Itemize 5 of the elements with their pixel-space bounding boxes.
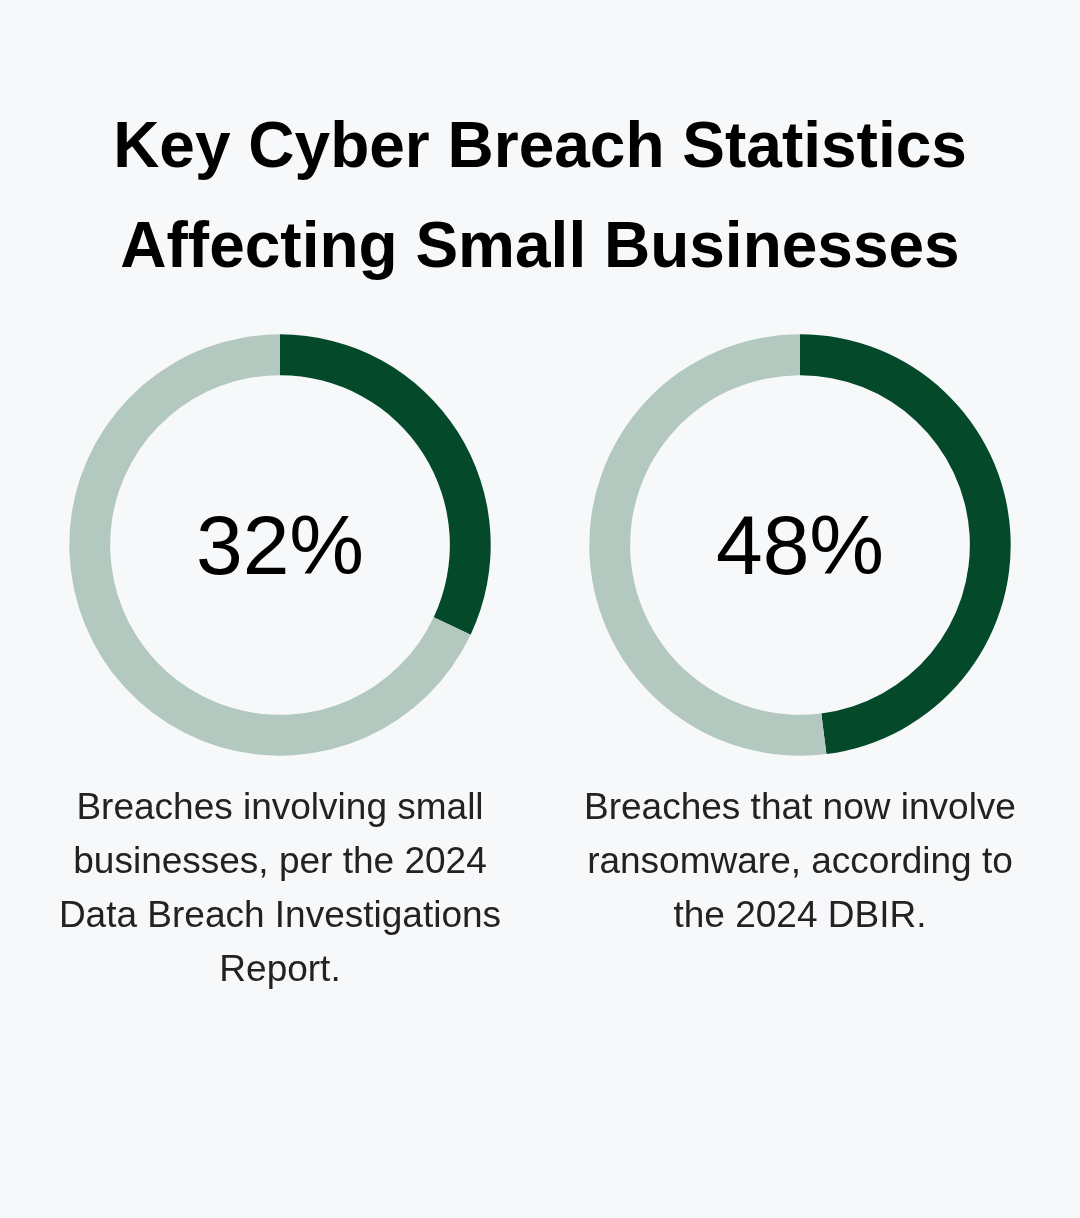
text: 48% (715, 498, 885, 592)
text: Breaches that now involve ransomware, according to the 2024 DBIR. (583, 785, 1017, 937)
chart-title: Key Cyber Breach Statistics Affecting Small Businesses (112, 108, 968, 283)
text: 32% (195, 498, 365, 592)
text: Breaches involving small businesses, per the 2024 Data Breach Investigations Report. (57, 785, 503, 991)
